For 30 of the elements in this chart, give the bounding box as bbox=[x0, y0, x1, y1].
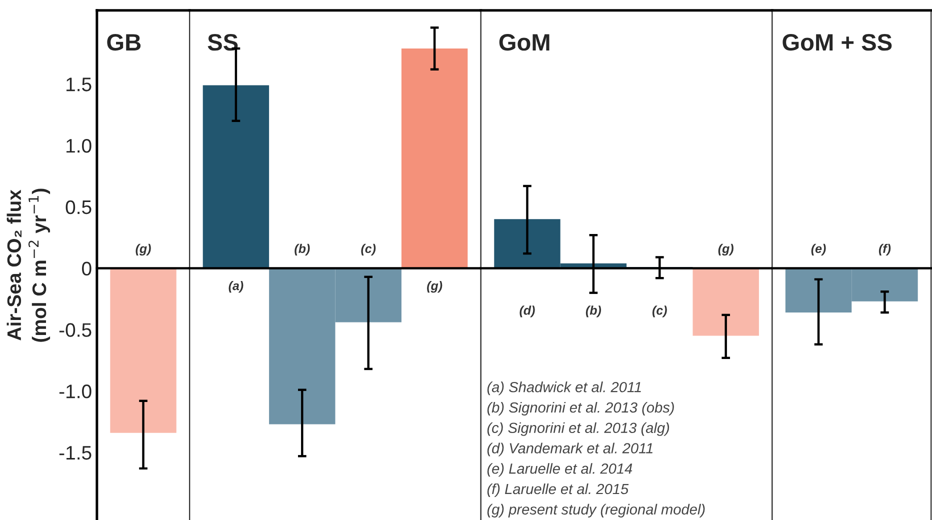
x-tick-label: (b) bbox=[294, 244, 310, 256]
y-tick-label: 0 bbox=[82, 262, 92, 276]
x-tick-label: (c) bbox=[652, 306, 667, 318]
annotation: (a) Shadwick et al. 2011 bbox=[487, 382, 641, 396]
text: SS bbox=[208, 34, 238, 51]
y-tick-label: -1.0 bbox=[59, 384, 92, 398]
y-tick-label: 0.5 bbox=[66, 200, 92, 214]
y-tick-label: -1.5 bbox=[59, 446, 92, 460]
y-tick-label: 1.0 bbox=[66, 138, 92, 153]
x-tick-label: (g) bbox=[718, 244, 734, 256]
y-tick-label: -0.5 bbox=[59, 323, 92, 337]
text: GoM + SS bbox=[782, 34, 892, 51]
x-tick-label: (e) bbox=[811, 244, 826, 256]
y-tick-label: 1.5 bbox=[66, 78, 92, 92]
x-tick-label: (g) bbox=[136, 244, 151, 256]
annotation: (c) Signorini et al. 2013 (alg) bbox=[487, 422, 670, 436]
x-tick-label: (c) bbox=[361, 244, 376, 256]
annotation: (g) present study (regional model) bbox=[487, 504, 705, 518]
x-tick-label: (d) bbox=[520, 306, 535, 318]
text: GB bbox=[107, 34, 141, 51]
x-tick-label: (a) bbox=[228, 281, 244, 293]
annotation: (e) Laruelle et al. 2014 bbox=[487, 463, 632, 477]
x-tick-label: (f) bbox=[878, 244, 891, 256]
text: GoM bbox=[499, 34, 550, 51]
y-axis-title: Air-Sea CO₂ flux (mol C m$^{−2}$ yr$^{−1}$) bbox=[6, 188, 50, 342]
x-tick-label: (b) bbox=[586, 306, 602, 318]
x-tick-label: (g) bbox=[427, 281, 442, 293]
annotation: (d) Vandemark et al. 2011 bbox=[487, 442, 652, 456]
annotation: (b) Signorini et al. 2013 (obs) bbox=[487, 402, 674, 416]
annotation: (f) Laruelle et al. 2015 bbox=[487, 483, 629, 498]
